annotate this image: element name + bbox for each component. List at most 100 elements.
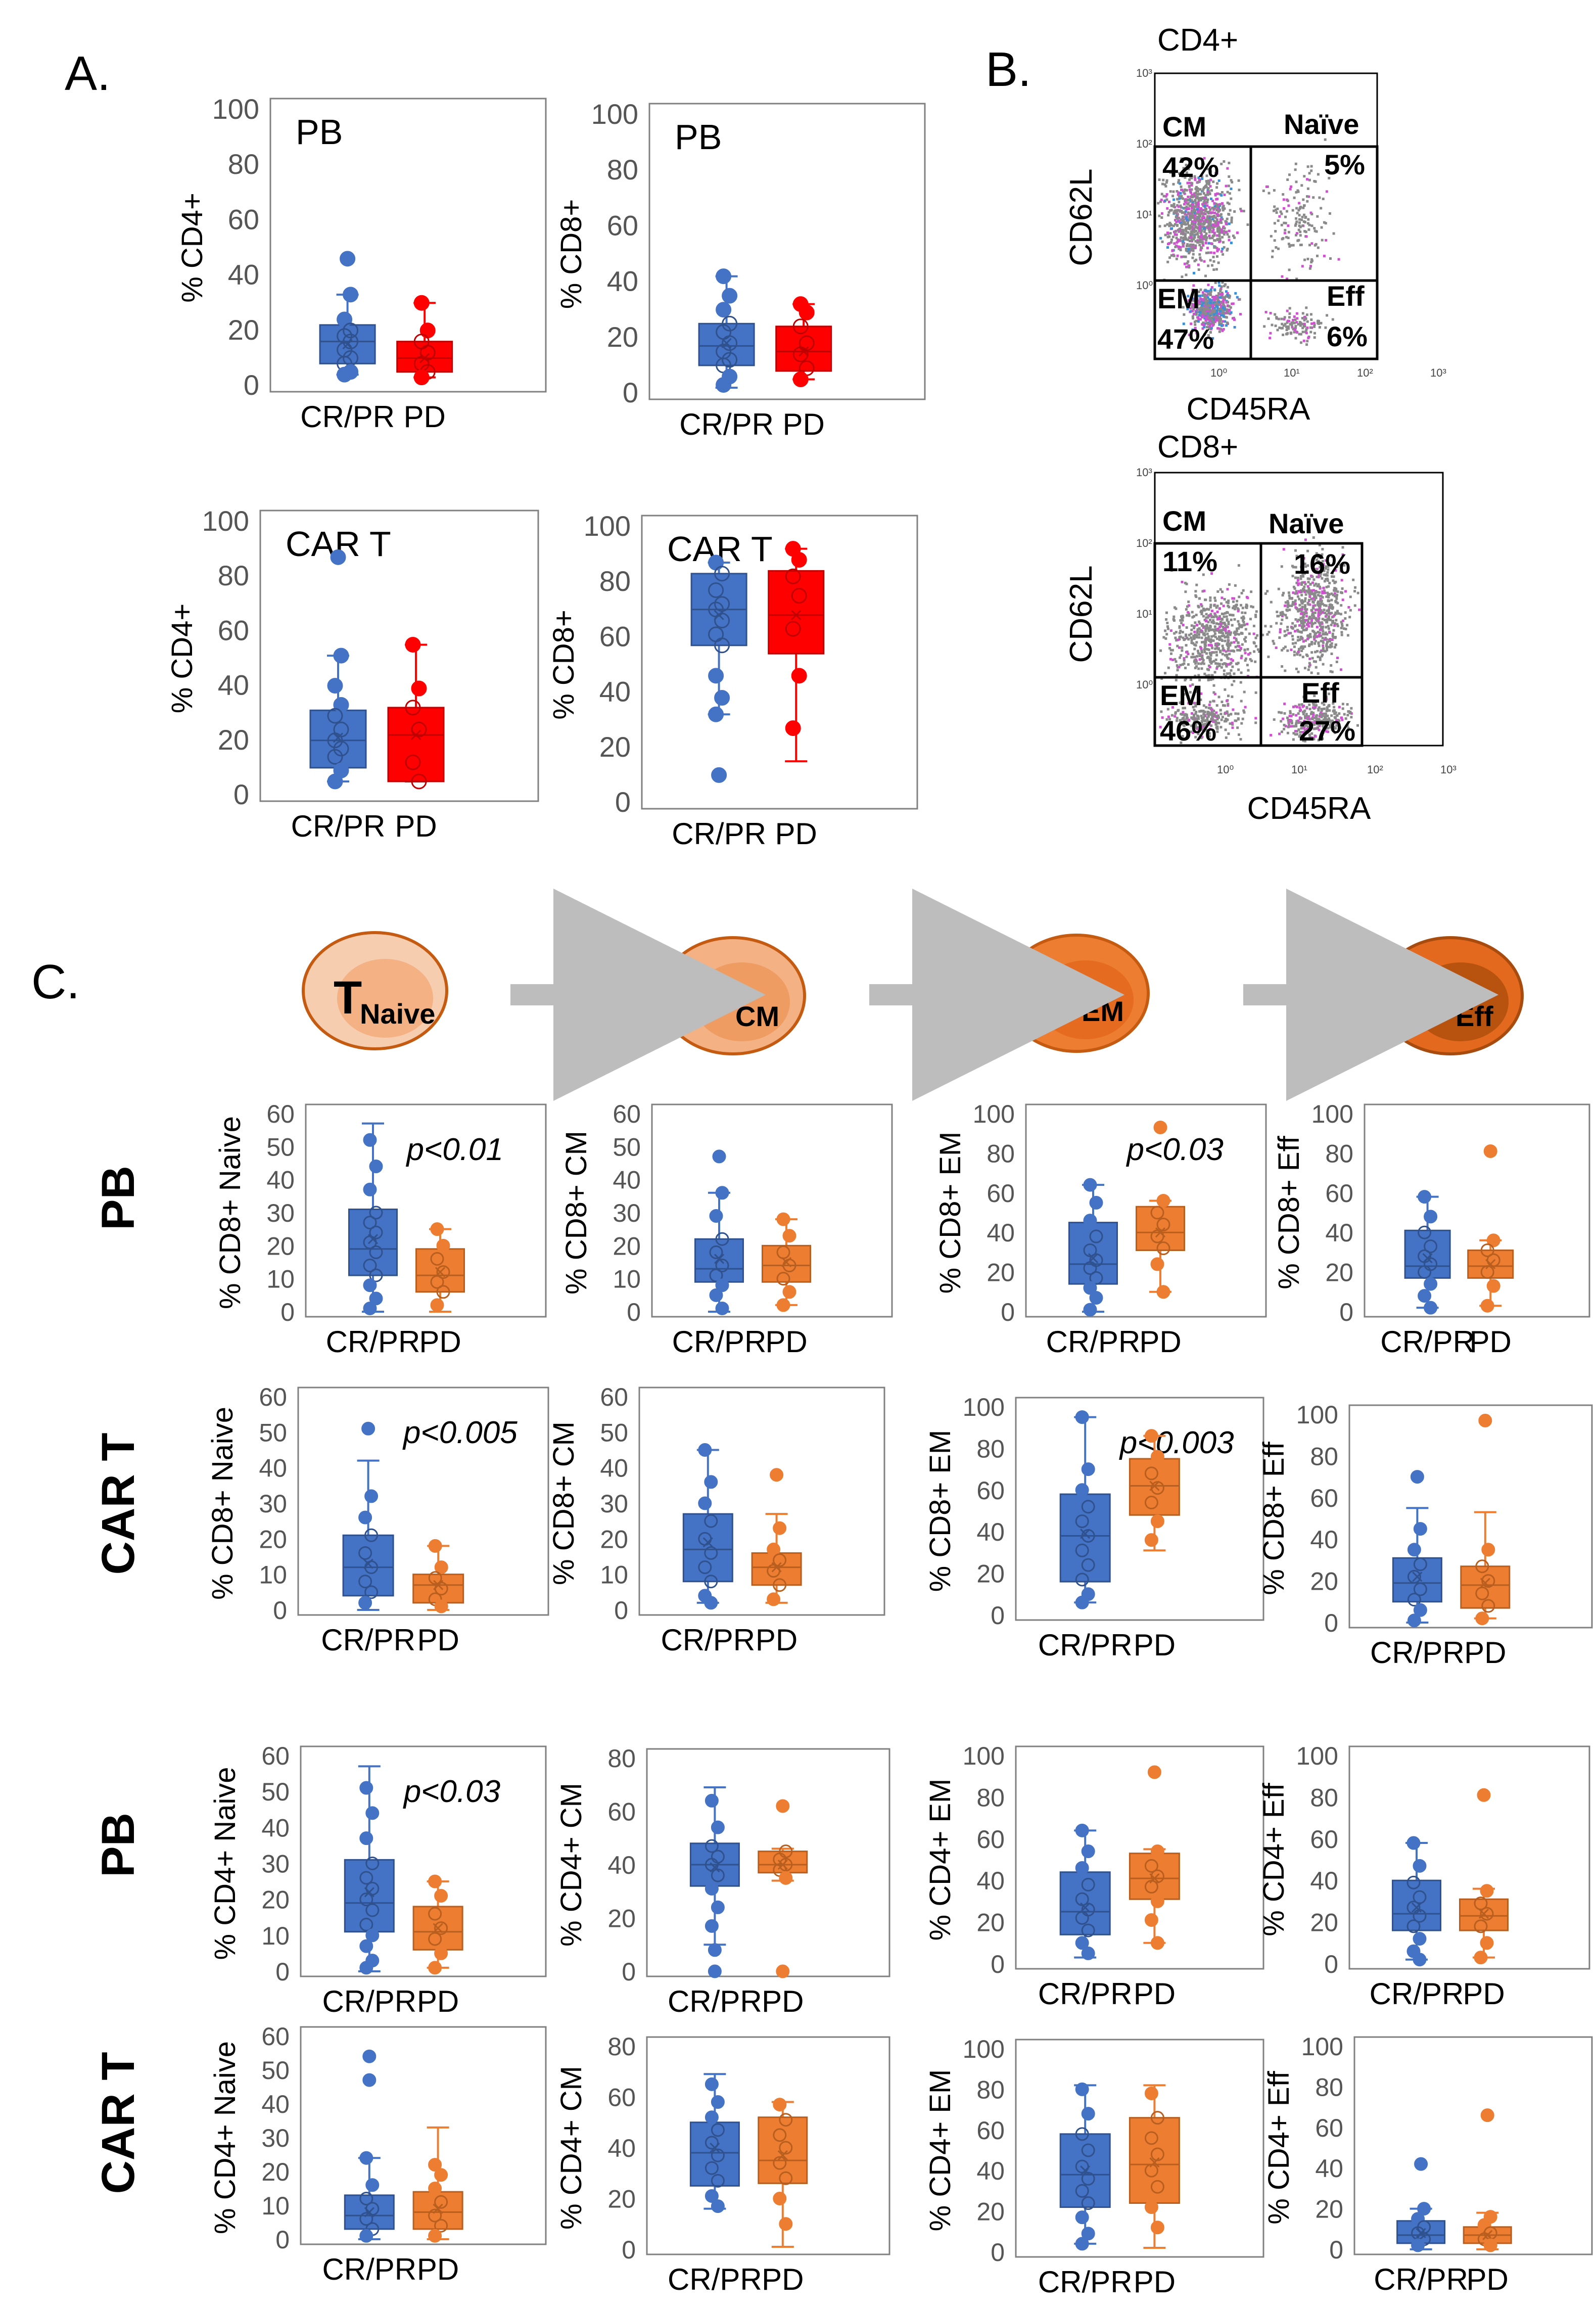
- data-point: [1481, 1599, 1495, 1613]
- data-point: [1150, 1514, 1164, 1529]
- flow-event: [1286, 716, 1289, 719]
- flow-event: [1204, 319, 1207, 322]
- flow-event: [1231, 597, 1234, 600]
- flow-event: [1235, 719, 1238, 722]
- y-tick-label: 0: [627, 1298, 641, 1326]
- flow-event: [1186, 245, 1188, 247]
- flow-event: [1165, 618, 1168, 621]
- cell-naive: T Naive: [302, 931, 448, 1050]
- data-point: [776, 1212, 790, 1226]
- flow-event: [1348, 616, 1351, 619]
- y-tick-label: 50: [266, 1133, 295, 1161]
- flow-event: [1316, 575, 1319, 578]
- flow-event: [1294, 549, 1297, 552]
- data-point: [792, 318, 809, 335]
- flow-event: [1214, 281, 1217, 284]
- flow-event: [1180, 157, 1183, 160]
- flow-event: [1202, 209, 1205, 212]
- flow-event: [1211, 646, 1214, 650]
- flow-event: [1213, 719, 1216, 722]
- flow-event: [1318, 706, 1321, 709]
- data-point: [1480, 1907, 1494, 1921]
- flow-event: [1218, 240, 1222, 243]
- flow-event: [1308, 244, 1311, 247]
- row-label: PB: [92, 1166, 144, 1230]
- flow-event: [1206, 310, 1209, 313]
- flow-event: [1302, 322, 1305, 326]
- flow-event: [1237, 179, 1240, 182]
- flow-event: [1325, 613, 1328, 616]
- flow-event: [1267, 655, 1270, 658]
- flow-event: [1212, 634, 1215, 637]
- flow-event: [1175, 639, 1178, 642]
- flow-event: [1316, 215, 1319, 218]
- flow-event: [1206, 191, 1209, 194]
- flow-event: [1182, 197, 1184, 200]
- flow-event: [1309, 313, 1312, 316]
- flow-event: [1325, 559, 1328, 562]
- flow-event: [1328, 608, 1331, 611]
- data-point: [411, 721, 427, 737]
- flow-event: [1331, 638, 1334, 641]
- flow-event: [1263, 325, 1266, 328]
- flow-event: [1162, 636, 1165, 639]
- flow-event: [1188, 300, 1191, 303]
- flow-event: [1201, 719, 1204, 722]
- flow-event: [1191, 238, 1194, 241]
- flow-event: [1166, 246, 1169, 249]
- flow-event: [1207, 621, 1210, 624]
- flow-event: [1205, 627, 1208, 630]
- plot-label: PB: [675, 117, 722, 157]
- flow-event: [1232, 649, 1235, 652]
- flow-event: [1208, 312, 1211, 315]
- box-PD: [762, 1244, 811, 1283]
- flow-event: [1332, 606, 1334, 609]
- flow-event: [1188, 178, 1191, 181]
- flow-event: [1275, 646, 1278, 649]
- flow-event: [1192, 308, 1195, 311]
- flow-event: [1190, 183, 1193, 187]
- flow-event: [1290, 720, 1293, 723]
- flow-event: [1302, 629, 1305, 632]
- flow-event: [1320, 709, 1323, 712]
- flow-event: [1286, 199, 1289, 202]
- flow-event: [1194, 656, 1197, 659]
- flow-event: [1208, 723, 1211, 726]
- flow-event: [1271, 324, 1274, 327]
- flow-event: [1293, 645, 1296, 649]
- flow-event: [1193, 625, 1196, 628]
- y-tick-label: 10: [600, 1561, 628, 1589]
- data-point: [1413, 1582, 1427, 1596]
- data-point: [1075, 1936, 1089, 1950]
- flow-event: [1205, 180, 1208, 182]
- flow-event: [1340, 604, 1343, 607]
- flow-event: [1196, 726, 1199, 729]
- data-point: [1481, 1574, 1495, 1588]
- flow-event: [1330, 653, 1333, 655]
- flow-event: [1223, 720, 1226, 723]
- flow-event: [1215, 615, 1218, 618]
- flow-event: [1303, 621, 1306, 624]
- flow-event: [1221, 622, 1224, 625]
- flow-event: [1276, 207, 1279, 210]
- flow-event: [1192, 243, 1195, 246]
- flow-event: [1195, 229, 1198, 233]
- data-point: [773, 1521, 787, 1535]
- y-tick-label: 40: [1325, 1219, 1353, 1247]
- y-tick-label: 100: [584, 510, 631, 542]
- data-point: [428, 2182, 442, 2195]
- flow-event: [1313, 229, 1317, 233]
- flow-event: [1203, 205, 1206, 208]
- flow-event: [1193, 227, 1196, 230]
- flow-event: [1198, 710, 1201, 713]
- data-point: [722, 335, 738, 351]
- flow-event: [1254, 691, 1257, 694]
- flow-event: [1177, 240, 1180, 243]
- flow-event: [1286, 604, 1289, 607]
- flow-event: [1200, 609, 1203, 612]
- flow-event: [1333, 712, 1336, 715]
- flow-event: [1204, 296, 1207, 299]
- flow-event: [1180, 741, 1183, 744]
- panel-label-b: B.: [985, 42, 1031, 97]
